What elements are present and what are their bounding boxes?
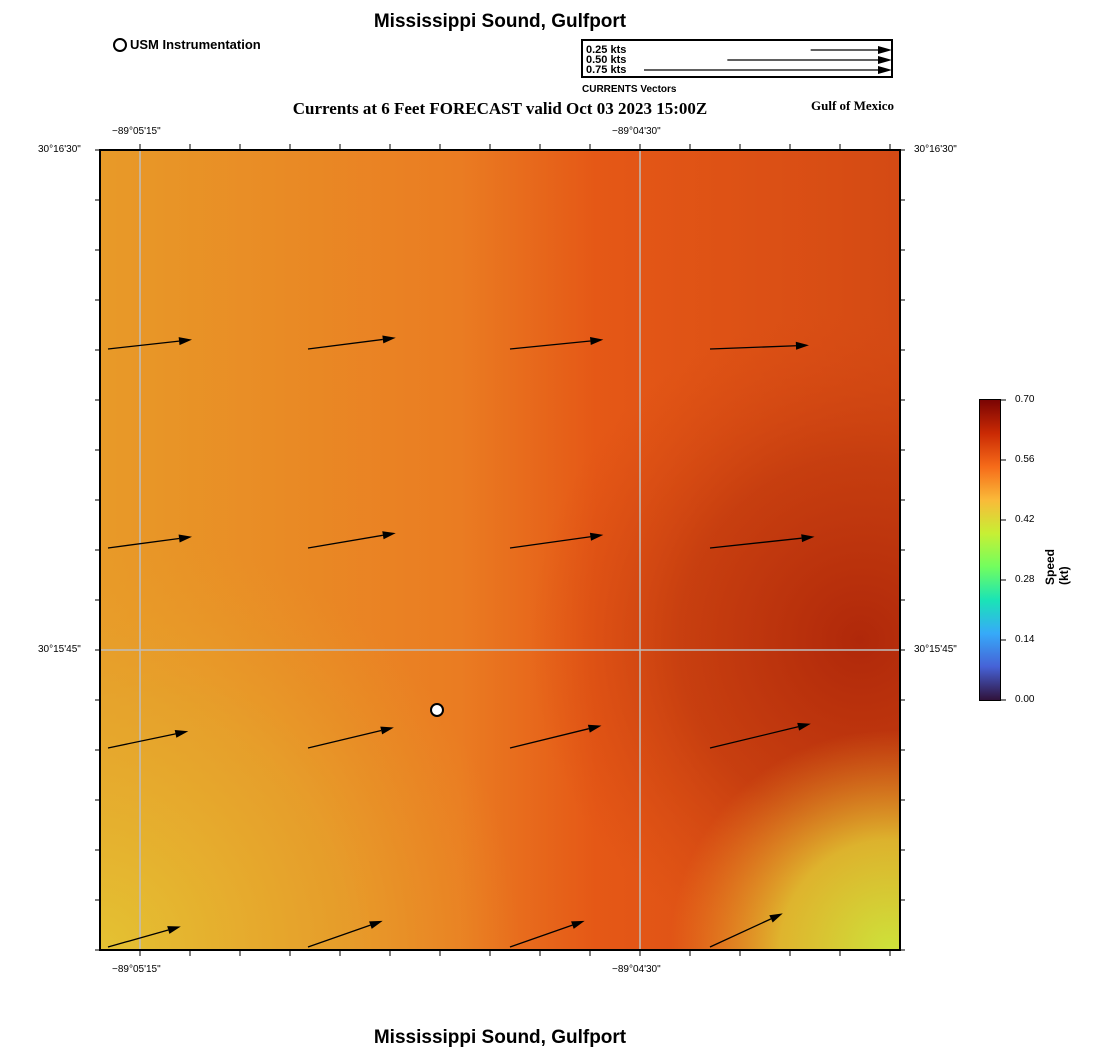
current-vector-r2c1-shaft xyxy=(107,537,180,549)
current-vector-r1c3-head xyxy=(589,336,604,345)
current-vector-r3c2-head xyxy=(380,726,394,735)
current-vector-r4c1-shaft xyxy=(107,929,169,948)
top-lon-label-1: −89°05'15" xyxy=(112,126,161,137)
footer-title: Mississippi Sound, Gulfport xyxy=(373,1027,627,1048)
colorbar xyxy=(979,399,1001,701)
map-subtitle: Currents at 6 Feet FORECAST valid Oct 03… xyxy=(292,99,708,118)
bottom-lon-label-2: −89°04'30" xyxy=(612,964,661,975)
vector-scale-label-3: 0.75 kts xyxy=(586,64,627,76)
current-vector-r4c3-shaft xyxy=(509,924,573,948)
frame-ticks xyxy=(95,144,905,956)
current-vector-r4c3-head xyxy=(571,920,585,929)
current-vector-r1c2-head xyxy=(382,335,396,344)
vector-scale-arrow-3-head xyxy=(878,66,892,74)
vector-scale-caption: CURRENTS Vectors xyxy=(582,84,677,95)
left-lat-label-2: 30°15'45" xyxy=(38,644,81,655)
current-vector-r3c4-shaft xyxy=(709,726,799,749)
vector-scale-label-2: 0.50 kts xyxy=(586,54,627,66)
map-title: Mississippi Sound, Gulfport xyxy=(373,11,627,32)
colorbar-title: Speed (kt) xyxy=(1043,548,1071,585)
colorbar-tick-3: 0.42 xyxy=(1015,514,1035,525)
current-vectors xyxy=(107,335,815,948)
current-vector-r2c2-shaft xyxy=(307,534,384,549)
region-label: Gulf of Mexico xyxy=(811,98,895,113)
current-vector-r2c2-head xyxy=(382,531,396,540)
current-vector-r2c4-shaft xyxy=(709,537,802,549)
right-lat-label-2: 30°15'45" xyxy=(914,644,957,655)
colorbar-tick-6: 0.00 xyxy=(1015,694,1035,705)
current-vector-r2c4-head xyxy=(801,534,815,543)
colorbar-ticks xyxy=(1000,399,1006,701)
current-vector-r4c4-shaft xyxy=(709,918,772,948)
current-vector-r4c4-head xyxy=(769,913,783,923)
current-vector-r3c4-head xyxy=(797,722,811,731)
current-vector-r2c3-shaft xyxy=(509,536,591,549)
current-vector-r4c2-shaft xyxy=(307,924,371,948)
current-vector-r3c2-shaft xyxy=(307,729,382,749)
graticule xyxy=(100,150,900,950)
speed-field xyxy=(100,150,900,950)
current-vector-r3c1-shaft xyxy=(107,733,176,749)
colorbar-tick-5: 0.14 xyxy=(1015,634,1035,645)
station-marker-icon xyxy=(113,37,127,52)
vector-scale-arrow-2-head xyxy=(878,56,892,64)
top-lon-label-2: −89°04'30" xyxy=(612,126,661,137)
current-vector-r3c3-head xyxy=(587,724,602,733)
current-vector-r1c3-shaft xyxy=(509,340,591,350)
current-vector-r4c2-head xyxy=(369,920,383,929)
colorbar-tick-2: 0.56 xyxy=(1015,454,1035,465)
current-vector-r3c1-head xyxy=(174,729,189,738)
current-vector-r1c4-shaft xyxy=(709,345,796,350)
station-legend: USM Instrumentation xyxy=(113,37,261,52)
colorbar-tick-4: 0.28 xyxy=(1015,574,1035,585)
vector-scale-arrow-1-head xyxy=(878,46,892,54)
vector-scale-box: 0.25 kts 0.50 kts 0.75 kts xyxy=(581,39,893,78)
bottom-lon-label-1: −89°05'15" xyxy=(112,964,161,975)
station-marker[interactable] xyxy=(430,703,444,717)
colorbar-tick-1: 0.70 xyxy=(1015,394,1035,405)
current-vector-r3c3-shaft xyxy=(509,728,589,749)
current-vector-r4c1-head xyxy=(167,926,181,934)
left-lat-label-1: 30°16'30" xyxy=(38,144,81,155)
right-lat-label-1: 30°16'30" xyxy=(914,144,957,155)
vector-scale-label-1: 0.25 kts xyxy=(586,44,627,56)
current-vector-r1c2-shaft xyxy=(307,338,383,350)
vector-scale-arrows xyxy=(644,46,892,74)
current-vector-r1c1-head xyxy=(178,337,192,346)
station-legend-label: USM Instrumentation xyxy=(130,37,261,52)
current-vector-r1c1-shaft xyxy=(107,340,180,350)
current-vector-r1c4-head xyxy=(795,341,809,350)
current-vector-r2c1-head xyxy=(178,534,192,543)
current-vector-r2c3-head xyxy=(589,532,604,541)
